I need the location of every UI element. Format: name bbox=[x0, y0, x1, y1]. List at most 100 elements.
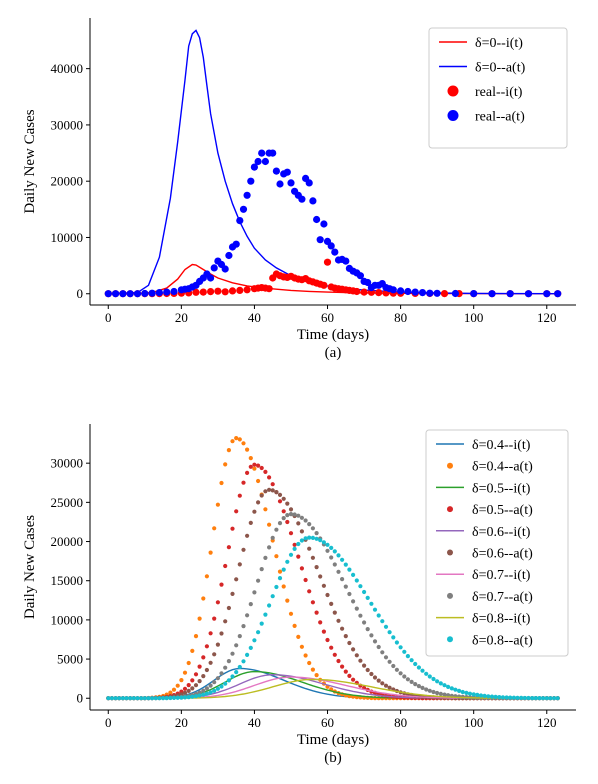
data-point bbox=[197, 690, 202, 695]
data-point bbox=[179, 695, 184, 700]
data-point bbox=[303, 518, 308, 523]
data-point bbox=[197, 679, 202, 684]
data-point bbox=[212, 616, 217, 621]
data-point bbox=[182, 670, 188, 675]
data-point bbox=[277, 576, 283, 581]
chart-b: 0 20 40 60 80 100 120 0 5000 10000 15000 20000 25000… bbox=[22, 424, 576, 766]
data-point bbox=[351, 677, 356, 682]
data-point bbox=[431, 676, 436, 682]
data-point bbox=[380, 619, 385, 624]
data-point bbox=[256, 578, 261, 583]
legend-label: δ=0.8--a(t) bbox=[472, 633, 533, 648]
data-point bbox=[219, 671, 224, 676]
data-point bbox=[358, 584, 363, 589]
x-tick-label: 60 bbox=[321, 715, 334, 730]
data-point bbox=[427, 674, 432, 679]
data-point bbox=[245, 470, 250, 475]
data-point bbox=[148, 289, 156, 297]
data-point bbox=[305, 179, 313, 187]
data-point bbox=[223, 462, 228, 467]
data-point bbox=[204, 686, 209, 691]
data-point bbox=[394, 640, 399, 645]
data-point bbox=[250, 163, 258, 171]
data-point bbox=[179, 678, 184, 683]
data-point bbox=[277, 569, 283, 574]
data-point bbox=[219, 480, 224, 486]
data-point bbox=[237, 562, 242, 567]
data-point bbox=[351, 599, 356, 604]
chart-a: 0 20 40 60 80 100 120 0 10000 20000 30000 40000 Time… bbox=[22, 18, 576, 361]
data-point bbox=[303, 536, 308, 541]
data-point bbox=[285, 513, 290, 518]
data-point bbox=[424, 671, 429, 676]
data-point bbox=[215, 502, 220, 507]
data-point bbox=[299, 515, 304, 520]
data-point bbox=[310, 526, 315, 531]
data-point bbox=[364, 278, 372, 287]
data-point bbox=[460, 689, 465, 695]
legend-label: δ=0.7--i(t) bbox=[472, 568, 531, 583]
data-point bbox=[353, 287, 361, 296]
legend-swatch-marker bbox=[447, 110, 459, 121]
data-point bbox=[298, 195, 306, 203]
data-point bbox=[336, 569, 341, 574]
legend-label: δ=0.4--a(t) bbox=[472, 460, 533, 475]
data-point bbox=[208, 631, 213, 636]
data-point bbox=[245, 447, 250, 452]
data-point bbox=[241, 624, 246, 629]
data-point bbox=[413, 661, 418, 667]
data-point bbox=[157, 696, 162, 701]
data-point bbox=[237, 437, 242, 442]
legend-swatch-marker bbox=[447, 85, 459, 97]
data-point bbox=[168, 695, 173, 701]
data-point bbox=[199, 288, 207, 296]
data-point bbox=[226, 678, 231, 683]
data-point bbox=[313, 215, 321, 224]
data-point bbox=[204, 574, 209, 579]
data-point bbox=[418, 289, 427, 297]
data-point bbox=[267, 475, 272, 480]
x-tick-label: 100 bbox=[464, 715, 484, 730]
data-point bbox=[245, 613, 250, 618]
data-point bbox=[321, 629, 326, 634]
data-point bbox=[117, 696, 122, 701]
data-point bbox=[245, 533, 250, 538]
data-point bbox=[354, 606, 359, 611]
data-point bbox=[296, 634, 301, 640]
data-point bbox=[287, 179, 295, 187]
data-point bbox=[340, 577, 345, 582]
data-point bbox=[457, 688, 462, 694]
data-point bbox=[212, 680, 217, 685]
data-point bbox=[258, 149, 266, 157]
data-point bbox=[435, 690, 440, 696]
data-point bbox=[237, 493, 242, 498]
data-point bbox=[252, 462, 257, 467]
data-point bbox=[193, 672, 199, 677]
data-point bbox=[292, 546, 297, 552]
data-point bbox=[365, 627, 370, 632]
data-point bbox=[307, 546, 312, 551]
data-point bbox=[340, 664, 345, 669]
data-point bbox=[296, 521, 301, 526]
data-point bbox=[288, 507, 294, 512]
data-point bbox=[109, 696, 114, 701]
legend-item: δ=0.4--a(t) bbox=[447, 460, 533, 475]
data-point bbox=[296, 513, 301, 518]
data-point bbox=[276, 180, 284, 188]
data-point bbox=[310, 535, 315, 541]
data-point bbox=[285, 519, 290, 525]
data-point bbox=[201, 655, 206, 660]
data-point bbox=[277, 492, 283, 497]
data-point bbox=[325, 548, 330, 553]
x-axis-label: Time (days) bbox=[297, 732, 369, 748]
data-point bbox=[241, 480, 246, 485]
legend-item: δ=0.7--i(t) bbox=[436, 568, 531, 583]
data-point bbox=[236, 217, 244, 225]
data-point bbox=[405, 677, 410, 682]
data-point bbox=[243, 286, 251, 294]
data-point bbox=[438, 681, 443, 686]
data-point bbox=[307, 522, 312, 527]
data-point bbox=[347, 567, 352, 572]
data-point bbox=[427, 688, 432, 693]
data-point bbox=[248, 602, 253, 607]
